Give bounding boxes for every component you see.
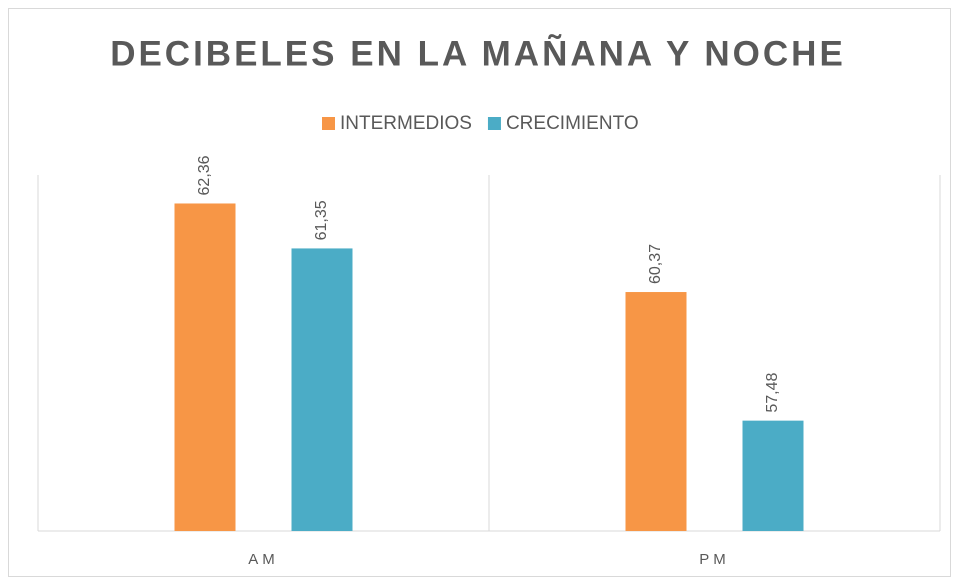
legend-label: INTERMEDIOS xyxy=(340,113,472,134)
chart-title: DECIBELES EN LA MAÑANA Y NOCHE xyxy=(110,34,846,73)
x-tick-label: AM xyxy=(248,551,279,568)
legend-swatch xyxy=(487,117,501,130)
bar xyxy=(174,203,236,532)
data-label: 60,37 xyxy=(647,244,664,284)
bar xyxy=(625,292,687,531)
legend-label: CRECIMIENTO xyxy=(506,113,639,134)
data-label: 61,35 xyxy=(313,200,330,240)
legend-swatch xyxy=(322,117,335,130)
data-label: 57,48 xyxy=(764,372,781,412)
chart-border xyxy=(8,8,951,577)
data-label: 62,36 xyxy=(196,155,213,195)
bar xyxy=(291,248,353,532)
x-tick-label: PM xyxy=(699,551,730,568)
bar xyxy=(742,420,804,531)
